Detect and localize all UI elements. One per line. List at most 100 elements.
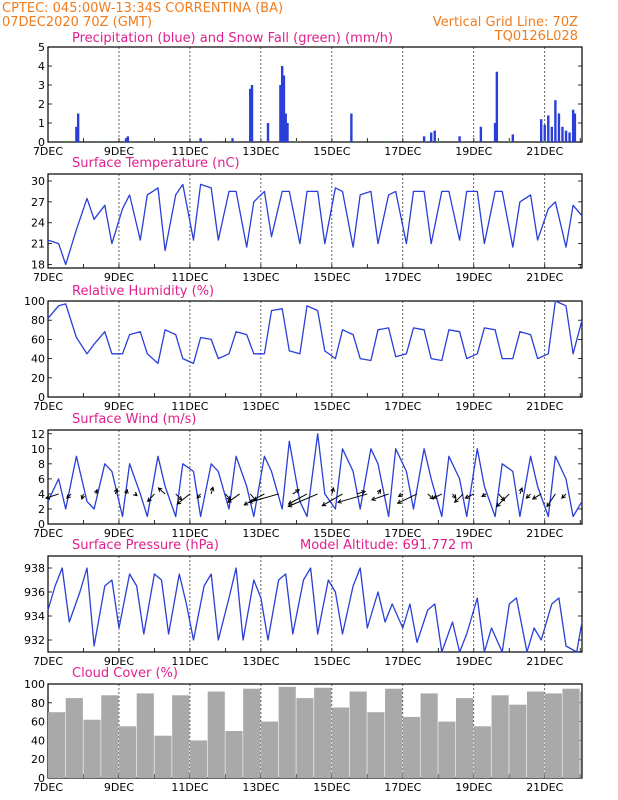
precip-bar: [550, 126, 554, 142]
panel-title: Surface Temperature (nC): [72, 156, 240, 171]
wind-vector: [356, 490, 366, 495]
x-tick-label: 17DEC: [384, 781, 421, 794]
precip-bar: [561, 126, 564, 142]
x-tick-label: 13DEC: [242, 145, 279, 158]
x-tick-label: 19DEC: [455, 527, 492, 540]
y-tick-label: 5: [38, 41, 45, 54]
wind-vector-head: [451, 494, 457, 499]
x-tick-label: 9DEC: [104, 527, 134, 540]
wind-vector-head: [370, 496, 376, 501]
cloud-bar: [544, 693, 562, 778]
precip-bar: [286, 123, 289, 142]
wind-vector-head: [133, 491, 138, 497]
x-tick-label: 7DEC: [33, 400, 63, 413]
snow-bar: [437, 141, 440, 142]
x-tick-label: 7DEC: [33, 145, 63, 158]
y-tick-label: 0: [38, 136, 45, 149]
y-tick-label: 30: [31, 175, 45, 188]
x-tick-label: 17DEC: [384, 271, 421, 284]
wind-vector-head: [93, 488, 99, 494]
cloud-bar: [438, 721, 456, 778]
x-tick-label: 9DEC: [104, 145, 134, 158]
precip-bar: [350, 113, 353, 142]
cloud-bar: [491, 695, 509, 778]
wind-vector: [288, 493, 308, 505]
wind-vector-head: [500, 496, 506, 502]
wind-vector-head: [177, 495, 183, 501]
header-model-code: TQ0126L028: [494, 29, 578, 44]
y-tick-label: 20: [31, 372, 45, 385]
y-tick-label: 100: [24, 295, 45, 308]
cloud-bar: [136, 693, 154, 778]
x-tick-label: 15DEC: [313, 400, 350, 413]
precip-bar: [458, 136, 461, 142]
wind-vector-head: [248, 499, 254, 504]
x-tick-label: 15DEC: [313, 271, 350, 284]
y-tick-label: 21: [31, 238, 45, 251]
y-tick-label: 6: [38, 473, 45, 486]
x-tick-label: 11DEC: [171, 145, 208, 158]
precip-bar: [495, 71, 499, 142]
x-tick-label: 17DEC: [384, 527, 421, 540]
series-line: [47, 183, 583, 266]
cloud-bar: [367, 712, 385, 778]
x-tick-label: 9DEC: [104, 400, 134, 413]
wind-vector: [244, 493, 265, 506]
precip-bar: [479, 126, 483, 142]
x-tick-label: 21DEC: [526, 655, 563, 668]
panel-annotation: Model Altitude: 691.772 m: [300, 538, 473, 553]
cloud-bar: [65, 698, 83, 778]
precip-bar: [266, 123, 270, 142]
panel-frame: [47, 173, 583, 269]
precip-bar: [433, 130, 436, 142]
y-tick-label: 60: [31, 716, 45, 729]
cloud-bar: [154, 735, 172, 778]
wind-vector: [454, 493, 464, 503]
x-tick-label: 21DEC: [526, 527, 563, 540]
panel-frame: [47, 555, 583, 653]
precip-bar: [199, 138, 202, 142]
y-tick-label: 60: [31, 333, 45, 346]
precip-bar: [279, 85, 282, 142]
snow-bar: [153, 141, 156, 142]
cloud-bar: [314, 687, 332, 778]
x-tick-label: 19DEC: [455, 655, 492, 668]
x-tick-label: 9DEC: [104, 781, 134, 794]
panels: 7DEC 9DEC 11DEC 13DEC 15DEC 17DEC 19DEC 21DEC 0 1…: [24, 31, 583, 794]
wind-vector-head: [295, 489, 300, 494]
x-tick-label: 13DEC: [242, 271, 279, 284]
wind-vector: [337, 493, 368, 503]
wind-vector-head: [147, 497, 152, 503]
precip-bar: [126, 136, 130, 142]
wind-vector: [45, 493, 59, 499]
precip-bar: [573, 113, 577, 142]
wind-vector: [177, 493, 191, 505]
x-tick-label: 17DEC: [384, 400, 421, 413]
precip-bar: [511, 134, 515, 142]
y-tick-label: 0: [38, 391, 45, 404]
x-tick-label: 15DEC: [313, 145, 350, 158]
wind-vector: [496, 493, 510, 507]
panel-title: Surface Pressure (hPa): [72, 538, 219, 553]
wind-vector-head: [66, 494, 71, 499]
snow-bar: [508, 141, 511, 142]
precip-bar: [75, 126, 78, 142]
wind-vector-head: [226, 498, 232, 503]
x-tick-label: 19DEC: [455, 145, 492, 158]
wind-vector: [288, 493, 318, 507]
panel-2: 7DEC 9DEC 11DEC 13DEC 15DEC 17DEC 19DEC 21DEC 18…: [31, 156, 583, 284]
panel-title: Relative Humidity (%): [72, 284, 214, 299]
x-tick-label: 21DEC: [526, 145, 563, 158]
cloud-bar: [48, 712, 66, 778]
cloud-bar: [83, 719, 101, 778]
x-tick-label: 19DEC: [455, 271, 492, 284]
cloud-bar: [189, 740, 208, 778]
cloud-bar: [562, 688, 580, 778]
x-tick-label: 7DEC: [33, 527, 63, 540]
wind-vector-head: [429, 495, 435, 500]
precip-bar: [568, 132, 571, 142]
x-tick-label: 7DEC: [33, 271, 63, 284]
x-tick-label: 15DEC: [313, 781, 350, 794]
wind-vector-head: [287, 503, 293, 508]
wind-vector-head: [561, 494, 566, 499]
